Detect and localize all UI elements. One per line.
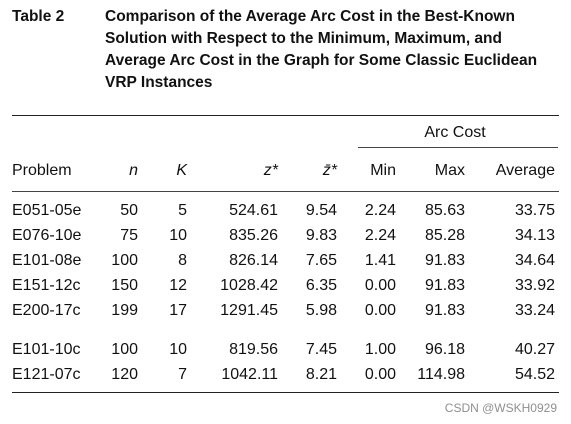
cell-min: 0.00 (364, 277, 396, 294)
cell-average: 33.75 (514, 202, 555, 219)
col-n: n (129, 162, 138, 179)
col-z-star: z* (263, 162, 278, 179)
table-label: Table 2 (12, 8, 65, 25)
cell-n: 75 (120, 227, 138, 244)
cell-max: 91.83 (424, 277, 465, 294)
cell-problem: E101-10c (12, 341, 81, 358)
cell-n: 199 (111, 302, 138, 319)
cell-min: 0.00 (364, 302, 396, 319)
cell-n: 100 (111, 341, 138, 358)
col-k: K (176, 162, 187, 179)
cell-max: 85.28 (424, 227, 465, 244)
cell-z-star: 524.61 (229, 202, 278, 219)
cell-k: 7 (178, 366, 187, 383)
col-problem: Problem (12, 162, 72, 179)
cell-z-star: 1042.11 (221, 366, 278, 383)
cell-k: 10 (169, 341, 187, 358)
cell-min: 0.00 (364, 366, 396, 383)
cell-n: 100 (111, 252, 138, 269)
cell-problem: E051-05e (12, 202, 82, 219)
cell-k: 10 (169, 227, 187, 244)
cell-k: 12 (169, 277, 187, 294)
cell-z-bar-star: 6.35 (305, 277, 337, 294)
caption-line: Comparison of the Average Arc Cost in th… (105, 8, 515, 25)
cell-average: 34.64 (514, 252, 555, 269)
cell-max: 85.63 (424, 202, 465, 219)
col-min: Min (370, 162, 396, 179)
arc-cost-header: Arc Cost (424, 124, 486, 141)
cell-z-star: 1291.45 (220, 302, 278, 319)
cell-max: 114.98 (417, 366, 465, 383)
cell-z-star: 819.56 (229, 341, 278, 358)
cell-problem: E121-07c (12, 366, 81, 383)
cell-z-bar-star: 9.83 (305, 227, 337, 244)
cell-z-star: 1028.42 (220, 277, 278, 294)
cell-max: 91.83 (424, 252, 465, 269)
cell-min: 2.24 (364, 227, 396, 244)
watermark: CSDN @WSKH0929 (444, 401, 557, 415)
cell-average: 34.13 (514, 227, 555, 244)
caption-line: VRP Instances (105, 74, 213, 91)
cell-k: 8 (178, 252, 187, 269)
col-average: Average (495, 162, 555, 179)
cell-average: 33.24 (514, 302, 555, 319)
col-max: Max (434, 162, 465, 179)
cell-min: 1.41 (364, 252, 396, 269)
cell-z-bar-star: 9.54 (305, 202, 337, 219)
cell-k: 5 (178, 202, 187, 219)
cell-n: 50 (120, 202, 138, 219)
cell-n: 120 (111, 366, 138, 383)
cell-min: 2.24 (364, 202, 396, 219)
cell-average: 33.92 (514, 277, 555, 294)
caption-line: Average Arc Cost in the Graph for Some C… (105, 52, 538, 69)
cell-z-bar-star: 8.21 (305, 366, 337, 383)
cell-max: 96.18 (424, 341, 465, 358)
header-rule (12, 191, 559, 192)
cell-max: 91.83 (424, 302, 465, 319)
cell-average: 40.27 (514, 341, 555, 358)
table-caption-text: Comparison of the Average Arc Cost in th… (105, 6, 555, 94)
caption-line: Solution with Respect to the Minimum, Ma… (105, 30, 502, 47)
cell-problem: E151-12c (12, 277, 81, 294)
col-z-bar-star: z̄* (322, 162, 337, 179)
cell-z-bar-star: 5.98 (305, 302, 337, 319)
arc-cost-rule (358, 147, 558, 148)
cell-min: 1.00 (364, 341, 396, 358)
cell-z-bar-star: 7.45 (305, 341, 337, 358)
cell-k: 17 (169, 302, 187, 319)
cell-z-star: 835.26 (229, 227, 278, 244)
cell-z-bar-star: 7.65 (305, 252, 337, 269)
bottom-rule (12, 392, 559, 393)
cell-z-star: 826.14 (229, 252, 278, 269)
top-rule (12, 115, 559, 116)
cell-n: 150 (111, 277, 138, 294)
cell-problem: E076-10e (12, 227, 82, 244)
cell-problem: E101-08e (12, 252, 82, 269)
cell-average: 54.52 (514, 366, 555, 383)
cell-problem: E200-17c (12, 302, 81, 319)
